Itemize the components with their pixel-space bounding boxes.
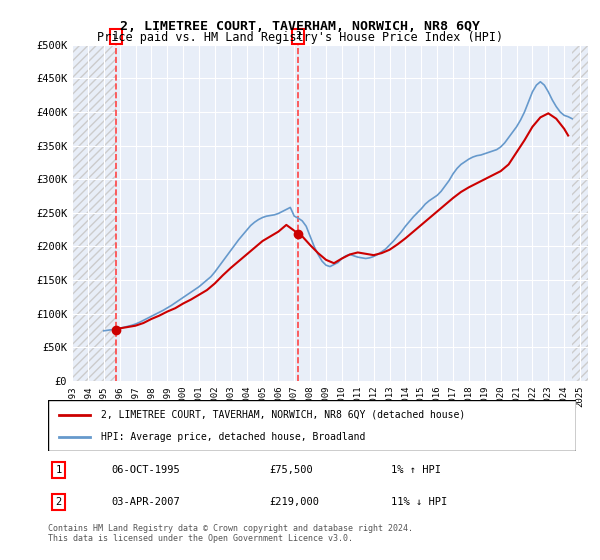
Text: £75,500: £75,500: [270, 465, 314, 475]
Text: Contains HM Land Registry data © Crown copyright and database right 2024.
This d: Contains HM Land Registry data © Crown c…: [48, 524, 413, 543]
Text: 1: 1: [55, 465, 62, 475]
Text: 1% ↑ HPI: 1% ↑ HPI: [391, 465, 441, 475]
Text: 11% ↓ HPI: 11% ↓ HPI: [391, 497, 448, 507]
Text: 2, LIMETREE COURT, TAVERHAM, NORWICH, NR8 6QY (detached house): 2, LIMETREE COURT, TAVERHAM, NORWICH, NR…: [101, 409, 465, 419]
Text: 2: 2: [55, 497, 62, 507]
Text: 2, LIMETREE COURT, TAVERHAM, NORWICH, NR8 6QY: 2, LIMETREE COURT, TAVERHAM, NORWICH, NR…: [120, 20, 480, 32]
Text: 2: 2: [295, 31, 301, 41]
Text: 03-APR-2007: 03-APR-2007: [112, 497, 180, 507]
Text: £219,000: £219,000: [270, 497, 320, 507]
Bar: [72, 45, 116, 381]
FancyBboxPatch shape: [48, 400, 576, 451]
Bar: [572, 45, 588, 381]
Text: 06-OCT-1995: 06-OCT-1995: [112, 465, 180, 475]
Bar: [72, 45, 116, 381]
Text: 1: 1: [113, 31, 119, 41]
Text: HPI: Average price, detached house, Broadland: HPI: Average price, detached house, Broa…: [101, 432, 365, 442]
Text: Price paid vs. HM Land Registry's House Price Index (HPI): Price paid vs. HM Land Registry's House …: [97, 31, 503, 44]
